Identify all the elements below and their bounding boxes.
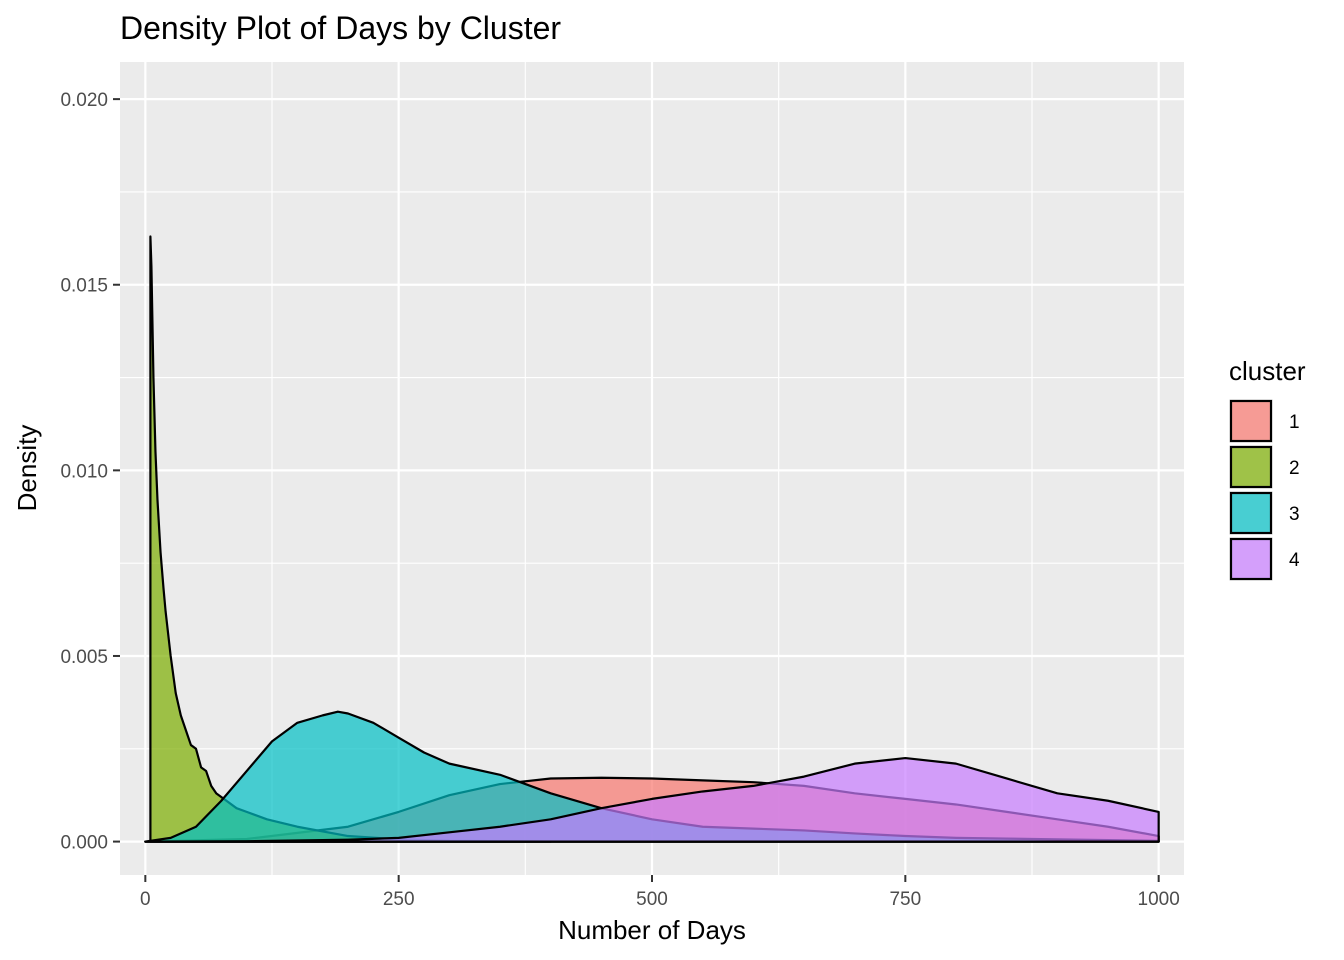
legend-key-cluster-3 [1229, 491, 1273, 535]
y-tick-label: 0.010 [60, 461, 108, 482]
legend-key-cluster-2 [1229, 445, 1273, 489]
x-tick-label: 0 [140, 889, 151, 910]
density-areas [144, 235, 1160, 843]
x-tick-label: 1000 [1138, 889, 1180, 910]
y-tick-label: 0.005 [60, 647, 108, 668]
y-axis: 0.000 0.005 0.010 0.015 0.020 [60, 90, 120, 854]
legend-label: 4 [1289, 550, 1300, 571]
legend-title: cluster [1229, 356, 1306, 386]
y-tick-label: 0.015 [60, 276, 108, 297]
legend-key-cluster-4 [1229, 537, 1273, 581]
legend: cluster 1 2 3 4 [1229, 356, 1306, 581]
legend-label: 2 [1289, 458, 1300, 479]
x-axis-label: Number of Days [558, 915, 746, 945]
chart-title: Density Plot of Days by Cluster [120, 10, 561, 46]
x-tick-label: 250 [383, 889, 415, 910]
legend-label: 3 [1289, 504, 1300, 525]
x-tick-label: 500 [636, 889, 668, 910]
y-tick-label: 0.020 [60, 90, 108, 111]
y-axis-label: Density [12, 425, 42, 512]
x-tick-label: 750 [889, 889, 921, 910]
x-axis: 0 250 500 750 1000 [140, 875, 1180, 910]
legend-key-cluster-1 [1229, 399, 1273, 443]
density-area-cluster-4 [144, 756, 1160, 843]
legend-label: 1 [1289, 412, 1300, 433]
y-tick-label: 0.000 [60, 833, 108, 854]
